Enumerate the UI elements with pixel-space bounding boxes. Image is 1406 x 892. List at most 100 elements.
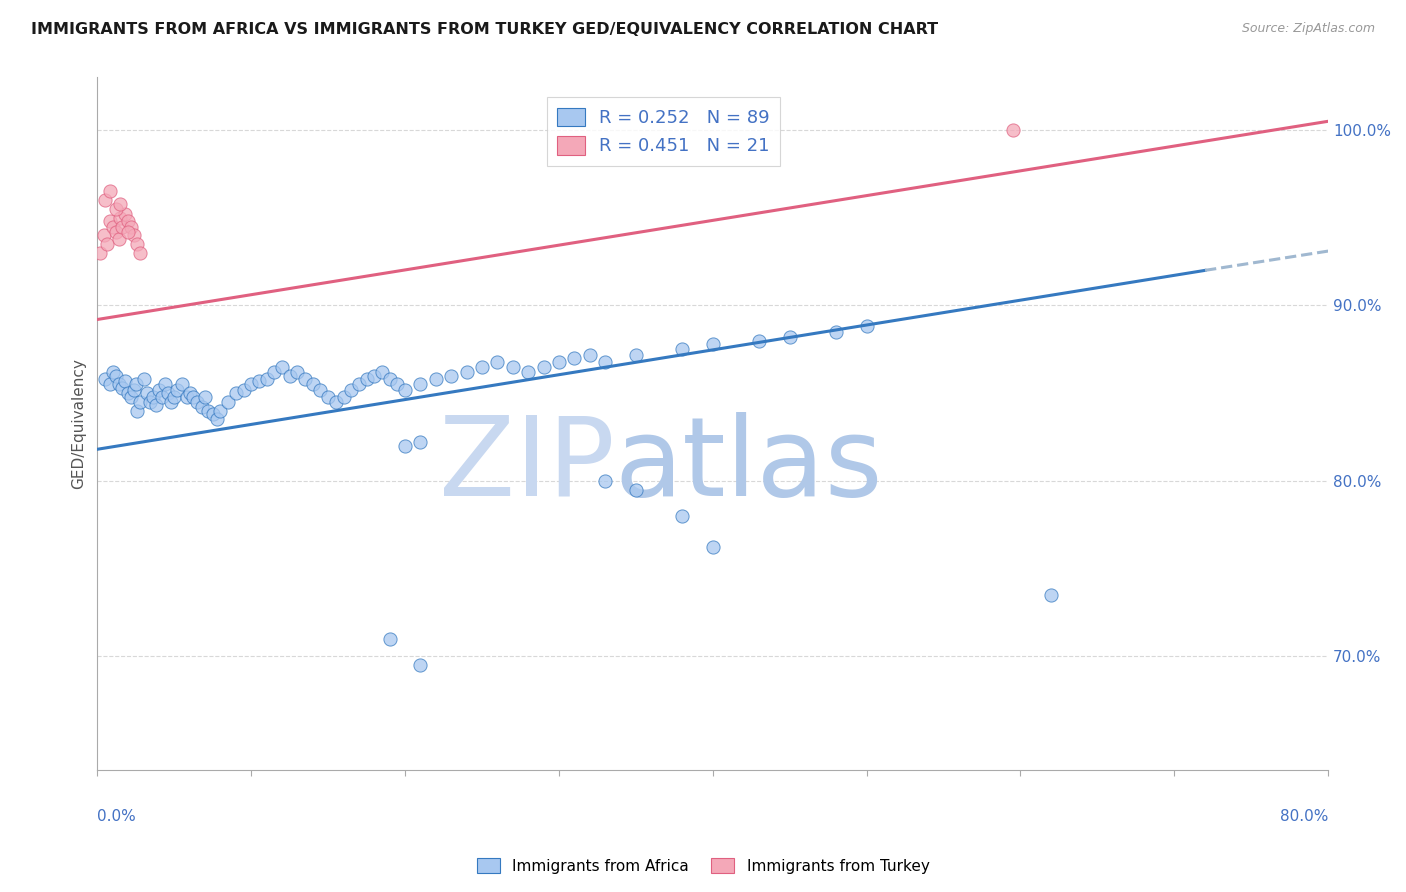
Point [124, 228, 146, 243]
Point [111, 381, 134, 395]
Legend: R = 0.252   N = 89, R = 0.451   N = 21: R = 0.252 N = 89, R = 0.451 N = 21 [547, 97, 780, 166]
Point [108, 377, 131, 392]
Point [301, 377, 323, 392]
Point [101, 219, 124, 234]
Point [160, 395, 183, 409]
Point [179, 386, 201, 401]
Point [125, 377, 148, 392]
Point [378, 632, 401, 646]
Point [278, 368, 301, 383]
Point [148, 383, 170, 397]
Point [256, 372, 278, 386]
Text: 0.0%: 0.0% [97, 809, 136, 824]
Point [294, 372, 316, 386]
Legend: Immigrants from Africa, Immigrants from Turkey: Immigrants from Africa, Immigrants from … [471, 852, 935, 880]
Point [624, 347, 647, 361]
Text: ZIP: ZIP [439, 412, 614, 519]
Point [533, 359, 555, 374]
Point [157, 386, 180, 401]
Point [117, 225, 139, 239]
Point [624, 483, 647, 497]
Point [89, 245, 111, 260]
Point [209, 403, 232, 417]
Point [120, 219, 142, 234]
Point [593, 354, 616, 368]
Point [104, 368, 127, 383]
Point [127, 237, 149, 252]
Point [748, 334, 770, 348]
Point [240, 377, 263, 392]
Point [114, 207, 136, 221]
Point [409, 435, 432, 450]
Point [150, 390, 173, 404]
Point [127, 403, 149, 417]
Point [548, 354, 571, 368]
Point [94, 372, 117, 386]
Point [232, 383, 254, 397]
Point [176, 390, 198, 404]
Point [93, 228, 115, 243]
Point [201, 407, 224, 421]
Point [129, 245, 152, 260]
Point [114, 374, 136, 388]
Point [110, 211, 132, 225]
Point [98, 185, 121, 199]
Point [471, 359, 494, 374]
Point [456, 365, 478, 379]
Point [1040, 588, 1063, 602]
Point [135, 386, 157, 401]
Point [316, 390, 339, 404]
Point [197, 403, 219, 417]
Point [153, 377, 176, 392]
Point [217, 395, 239, 409]
Point [98, 214, 121, 228]
Point [194, 390, 217, 404]
Point [363, 368, 385, 383]
Point [425, 372, 447, 386]
Point [181, 390, 204, 404]
Point [578, 347, 600, 361]
Point [855, 319, 877, 334]
Point [409, 377, 432, 392]
Point [117, 386, 139, 401]
Point [356, 372, 378, 386]
Point [108, 232, 131, 246]
Point [110, 196, 132, 211]
Point [101, 365, 124, 379]
Point [111, 219, 134, 234]
Point [191, 400, 214, 414]
Point [779, 330, 801, 344]
Point [702, 541, 724, 555]
Point [247, 374, 270, 388]
Point [340, 383, 363, 397]
Point [824, 325, 846, 339]
Point [120, 390, 142, 404]
Point [394, 439, 416, 453]
Point [163, 390, 186, 404]
Text: IMMIGRANTS FROM AFRICA VS IMMIGRANTS FROM TURKEY GED/EQUIVALENCY CORRELATION CHA: IMMIGRANTS FROM AFRICA VS IMMIGRANTS FRO… [31, 22, 938, 37]
Point [166, 383, 188, 397]
Point [1001, 123, 1024, 137]
Point [170, 377, 193, 392]
Point [347, 377, 370, 392]
Point [325, 395, 347, 409]
Point [145, 399, 167, 413]
Point [124, 383, 146, 397]
Point [104, 202, 127, 216]
Point [94, 193, 117, 207]
Point [271, 359, 294, 374]
Point [132, 372, 155, 386]
Point [207, 412, 229, 426]
Point [517, 365, 540, 379]
Text: atlas: atlas [614, 412, 883, 519]
Point [562, 351, 585, 365]
Point [263, 365, 285, 379]
Point [593, 474, 616, 488]
Point [378, 372, 401, 386]
Point [394, 383, 416, 397]
Point [702, 337, 724, 351]
Point [486, 354, 509, 368]
Point [186, 395, 208, 409]
Point [409, 658, 432, 673]
Point [96, 237, 118, 252]
